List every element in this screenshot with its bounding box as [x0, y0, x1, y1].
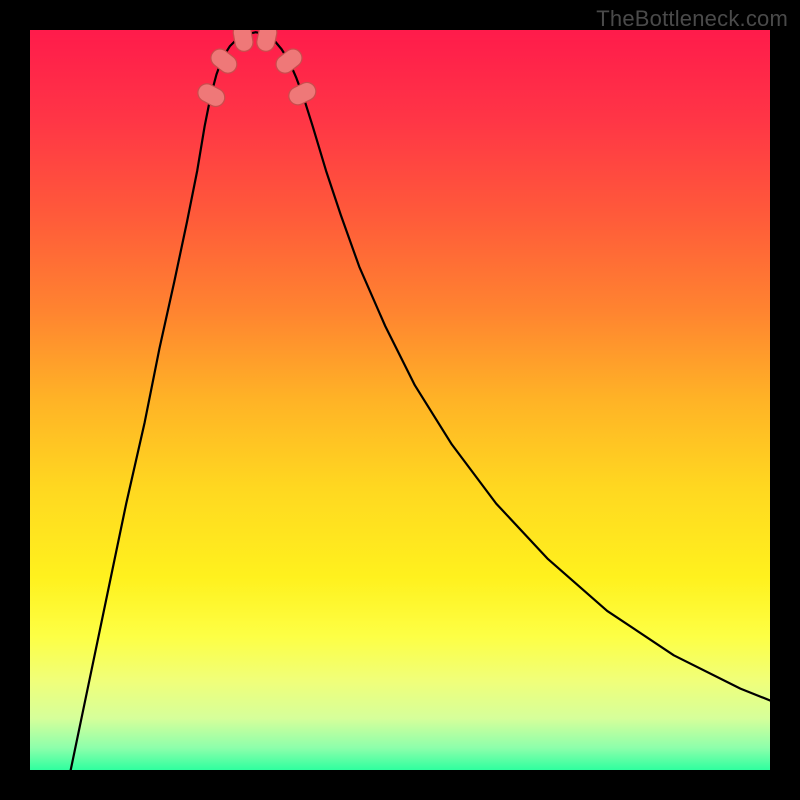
plot-area — [30, 30, 770, 770]
bottleneck-chart — [30, 30, 770, 770]
watermark-text: TheBottleneck.com — [596, 6, 788, 32]
gradient-background — [30, 30, 770, 770]
figure-container: TheBottleneck.com — [0, 0, 800, 800]
